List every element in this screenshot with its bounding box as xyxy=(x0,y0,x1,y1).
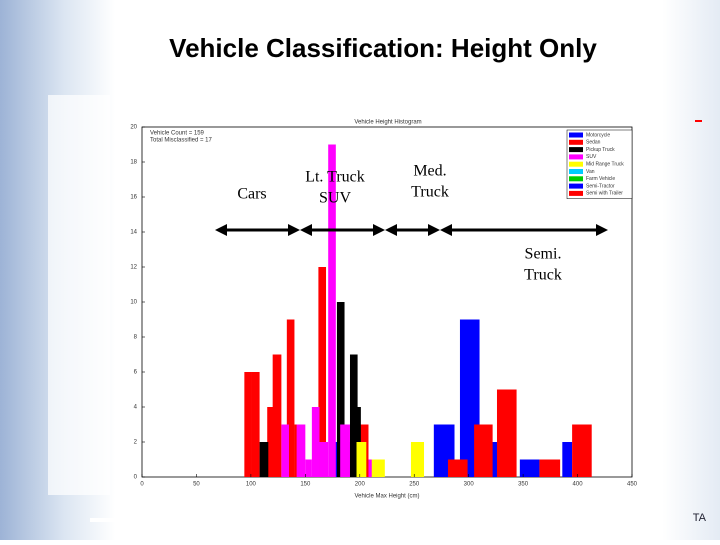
legend-swatch xyxy=(569,132,583,138)
bar xyxy=(474,424,493,477)
annotation: SUV xyxy=(319,190,351,207)
legend-swatch xyxy=(569,161,583,167)
y-tick-label: 10 xyxy=(130,300,137,306)
bar xyxy=(410,442,425,477)
x-tick-label: 50 xyxy=(193,482,200,488)
y-tick-label: 18 xyxy=(130,160,137,166)
bar xyxy=(319,442,329,477)
bar xyxy=(281,424,289,477)
y-tick-label: 12 xyxy=(130,265,137,271)
legend-label: Farm Vehicle xyxy=(586,176,615,182)
bar xyxy=(272,354,282,477)
bar xyxy=(296,424,306,477)
bar xyxy=(519,459,540,477)
legend-label: Pickup Truck xyxy=(586,147,615,153)
plot-area xyxy=(141,126,633,478)
annotation: Truck xyxy=(411,184,449,201)
annotation: Semi. xyxy=(525,246,562,263)
legend-label: Motorcycle xyxy=(586,132,610,138)
legend-label: Sedan xyxy=(586,140,601,146)
x-tick-label: 450 xyxy=(627,482,638,488)
x-tick-label: 200 xyxy=(355,482,366,488)
annotation: Truck xyxy=(524,267,562,284)
legend-swatch xyxy=(569,154,583,160)
note: Total Misclassified = 17 xyxy=(150,138,213,144)
legend-label: Semi with Trailer xyxy=(586,191,623,197)
legend-swatch xyxy=(569,139,583,145)
slide-title: Vehicle Classification: Height Only xyxy=(169,33,597,63)
legend-label: Mid Range Truck xyxy=(586,162,624,168)
x-tick-label: 250 xyxy=(409,482,420,488)
y-tick-label: 2 xyxy=(134,440,138,446)
annotation: Med. xyxy=(413,163,446,180)
y-tick-label: 14 xyxy=(130,230,137,236)
x-axis-label: Vehicle Max Height (cm) xyxy=(354,494,419,500)
legend-label: SUV xyxy=(586,154,597,160)
x-tick-label: 350 xyxy=(518,482,529,488)
bar xyxy=(267,407,275,477)
y-tick-label: 6 xyxy=(134,370,138,376)
x-tick-label: 300 xyxy=(464,482,475,488)
y-tick-label: 4 xyxy=(134,405,138,411)
footer: TA xyxy=(693,512,707,524)
x-tick-label: 150 xyxy=(300,482,311,488)
legend-swatch xyxy=(569,169,583,174)
legend-swatch xyxy=(569,147,583,153)
bar xyxy=(336,302,345,477)
bar xyxy=(286,319,295,477)
x-tick-label: 400 xyxy=(573,482,584,488)
annotation: Lt. Truck xyxy=(305,169,365,186)
bar xyxy=(251,372,260,477)
y-tick-label: 8 xyxy=(134,335,138,341)
legend-swatch xyxy=(569,183,583,189)
y-tick-label: 0 xyxy=(134,475,138,481)
arrows xyxy=(215,224,608,236)
y-tick-label: 20 xyxy=(130,125,137,131)
legend-swatch xyxy=(569,190,583,196)
bar xyxy=(305,459,312,477)
bar xyxy=(447,459,468,477)
bar xyxy=(562,442,573,477)
legend-swatch xyxy=(569,176,583,182)
x-tick-label: 100 xyxy=(246,482,257,488)
x-tick-label: 0 xyxy=(140,482,144,488)
bar xyxy=(259,442,269,477)
panel xyxy=(48,95,110,495)
bar xyxy=(572,424,592,477)
bar xyxy=(311,407,320,477)
y-tick-label: 16 xyxy=(130,195,137,201)
bar xyxy=(371,459,385,477)
decor xyxy=(90,518,170,522)
note: Vehicle Count = 159 xyxy=(150,131,205,137)
annotation: Cars xyxy=(237,186,266,203)
legend-label: Van xyxy=(586,169,595,175)
legend-label: Semi-Tractor xyxy=(586,183,615,189)
bar xyxy=(340,424,350,477)
bar xyxy=(539,459,561,477)
bar xyxy=(356,442,367,477)
chart-title: Vehicle Height Histogram xyxy=(354,120,421,126)
bar xyxy=(328,144,336,477)
bar xyxy=(318,267,327,477)
bar xyxy=(244,372,252,477)
bar xyxy=(496,389,517,477)
